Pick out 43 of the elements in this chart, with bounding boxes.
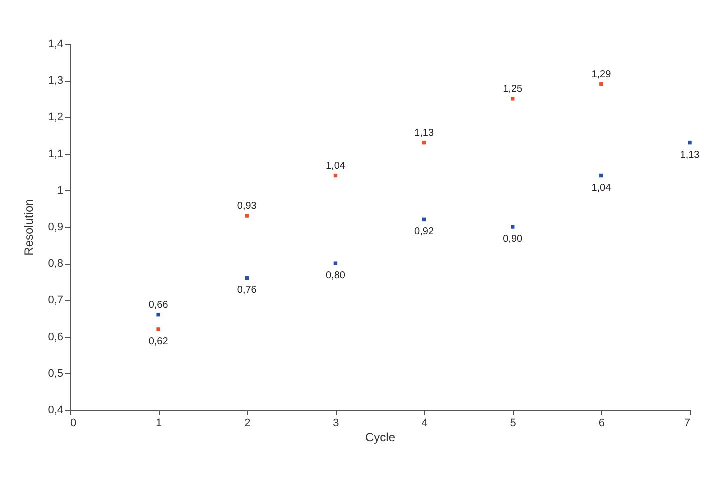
data-label: 0,90 — [503, 234, 524, 245]
point — [688, 140, 692, 145]
y-tick-label: 0,9 — [48, 222, 64, 234]
y-tick-label: 0,8 — [48, 258, 64, 270]
data-label: 0,66 — [148, 300, 169, 311]
data-label: 1,04 — [592, 182, 612, 194]
y-tick-label: 1,3 — [48, 75, 64, 88]
x-tick-label: 4 — [422, 418, 428, 430]
data-label: 0,80 — [326, 270, 346, 282]
point — [510, 225, 515, 229]
point — [245, 214, 250, 218]
y-tick-label: 0,5 — [48, 368, 64, 380]
x-tick-label: 6 — [598, 418, 605, 430]
y-axis-title: Resolution — [22, 199, 36, 256]
x-tick-label: 7 — [684, 418, 690, 430]
x-tick-label: 3 — [333, 418, 340, 430]
point — [334, 262, 338, 266]
data-label: 0,93 — [237, 201, 258, 212]
y-tick-label: 1 — [57, 184, 64, 197]
y-tick-label: 1,4 — [48, 38, 64, 50]
data-label: 1,04 — [326, 160, 346, 172]
data-label: 1,25 — [503, 84, 524, 95]
data-label: 0,76 — [237, 285, 258, 296]
x-tick-label: 1 — [156, 418, 162, 430]
data-label: 0,92 — [414, 226, 434, 238]
y-tick-label: 1,2 — [48, 112, 64, 124]
data-label: 0,62 — [148, 336, 169, 348]
x-tick-label: 5 — [510, 418, 516, 430]
point — [156, 328, 160, 332]
point — [510, 97, 515, 101]
y-tick-label: 0,7 — [48, 294, 64, 307]
point — [600, 174, 604, 178]
x-axis-title: Cycle — [365, 430, 396, 444]
point — [600, 82, 604, 86]
y-tick-label: 1,1 — [48, 148, 64, 160]
x-tick-label: 2 — [244, 418, 251, 430]
point — [156, 312, 160, 317]
y-tick-label: 0,4 — [48, 404, 64, 416]
y-tick-label: 0,6 — [48, 331, 64, 344]
data-label: 1,13 — [680, 150, 700, 161]
x-tick-label: 0 — [70, 418, 77, 430]
data-label: 1,13 — [414, 128, 434, 139]
data-label: 1,29 — [592, 69, 612, 80]
